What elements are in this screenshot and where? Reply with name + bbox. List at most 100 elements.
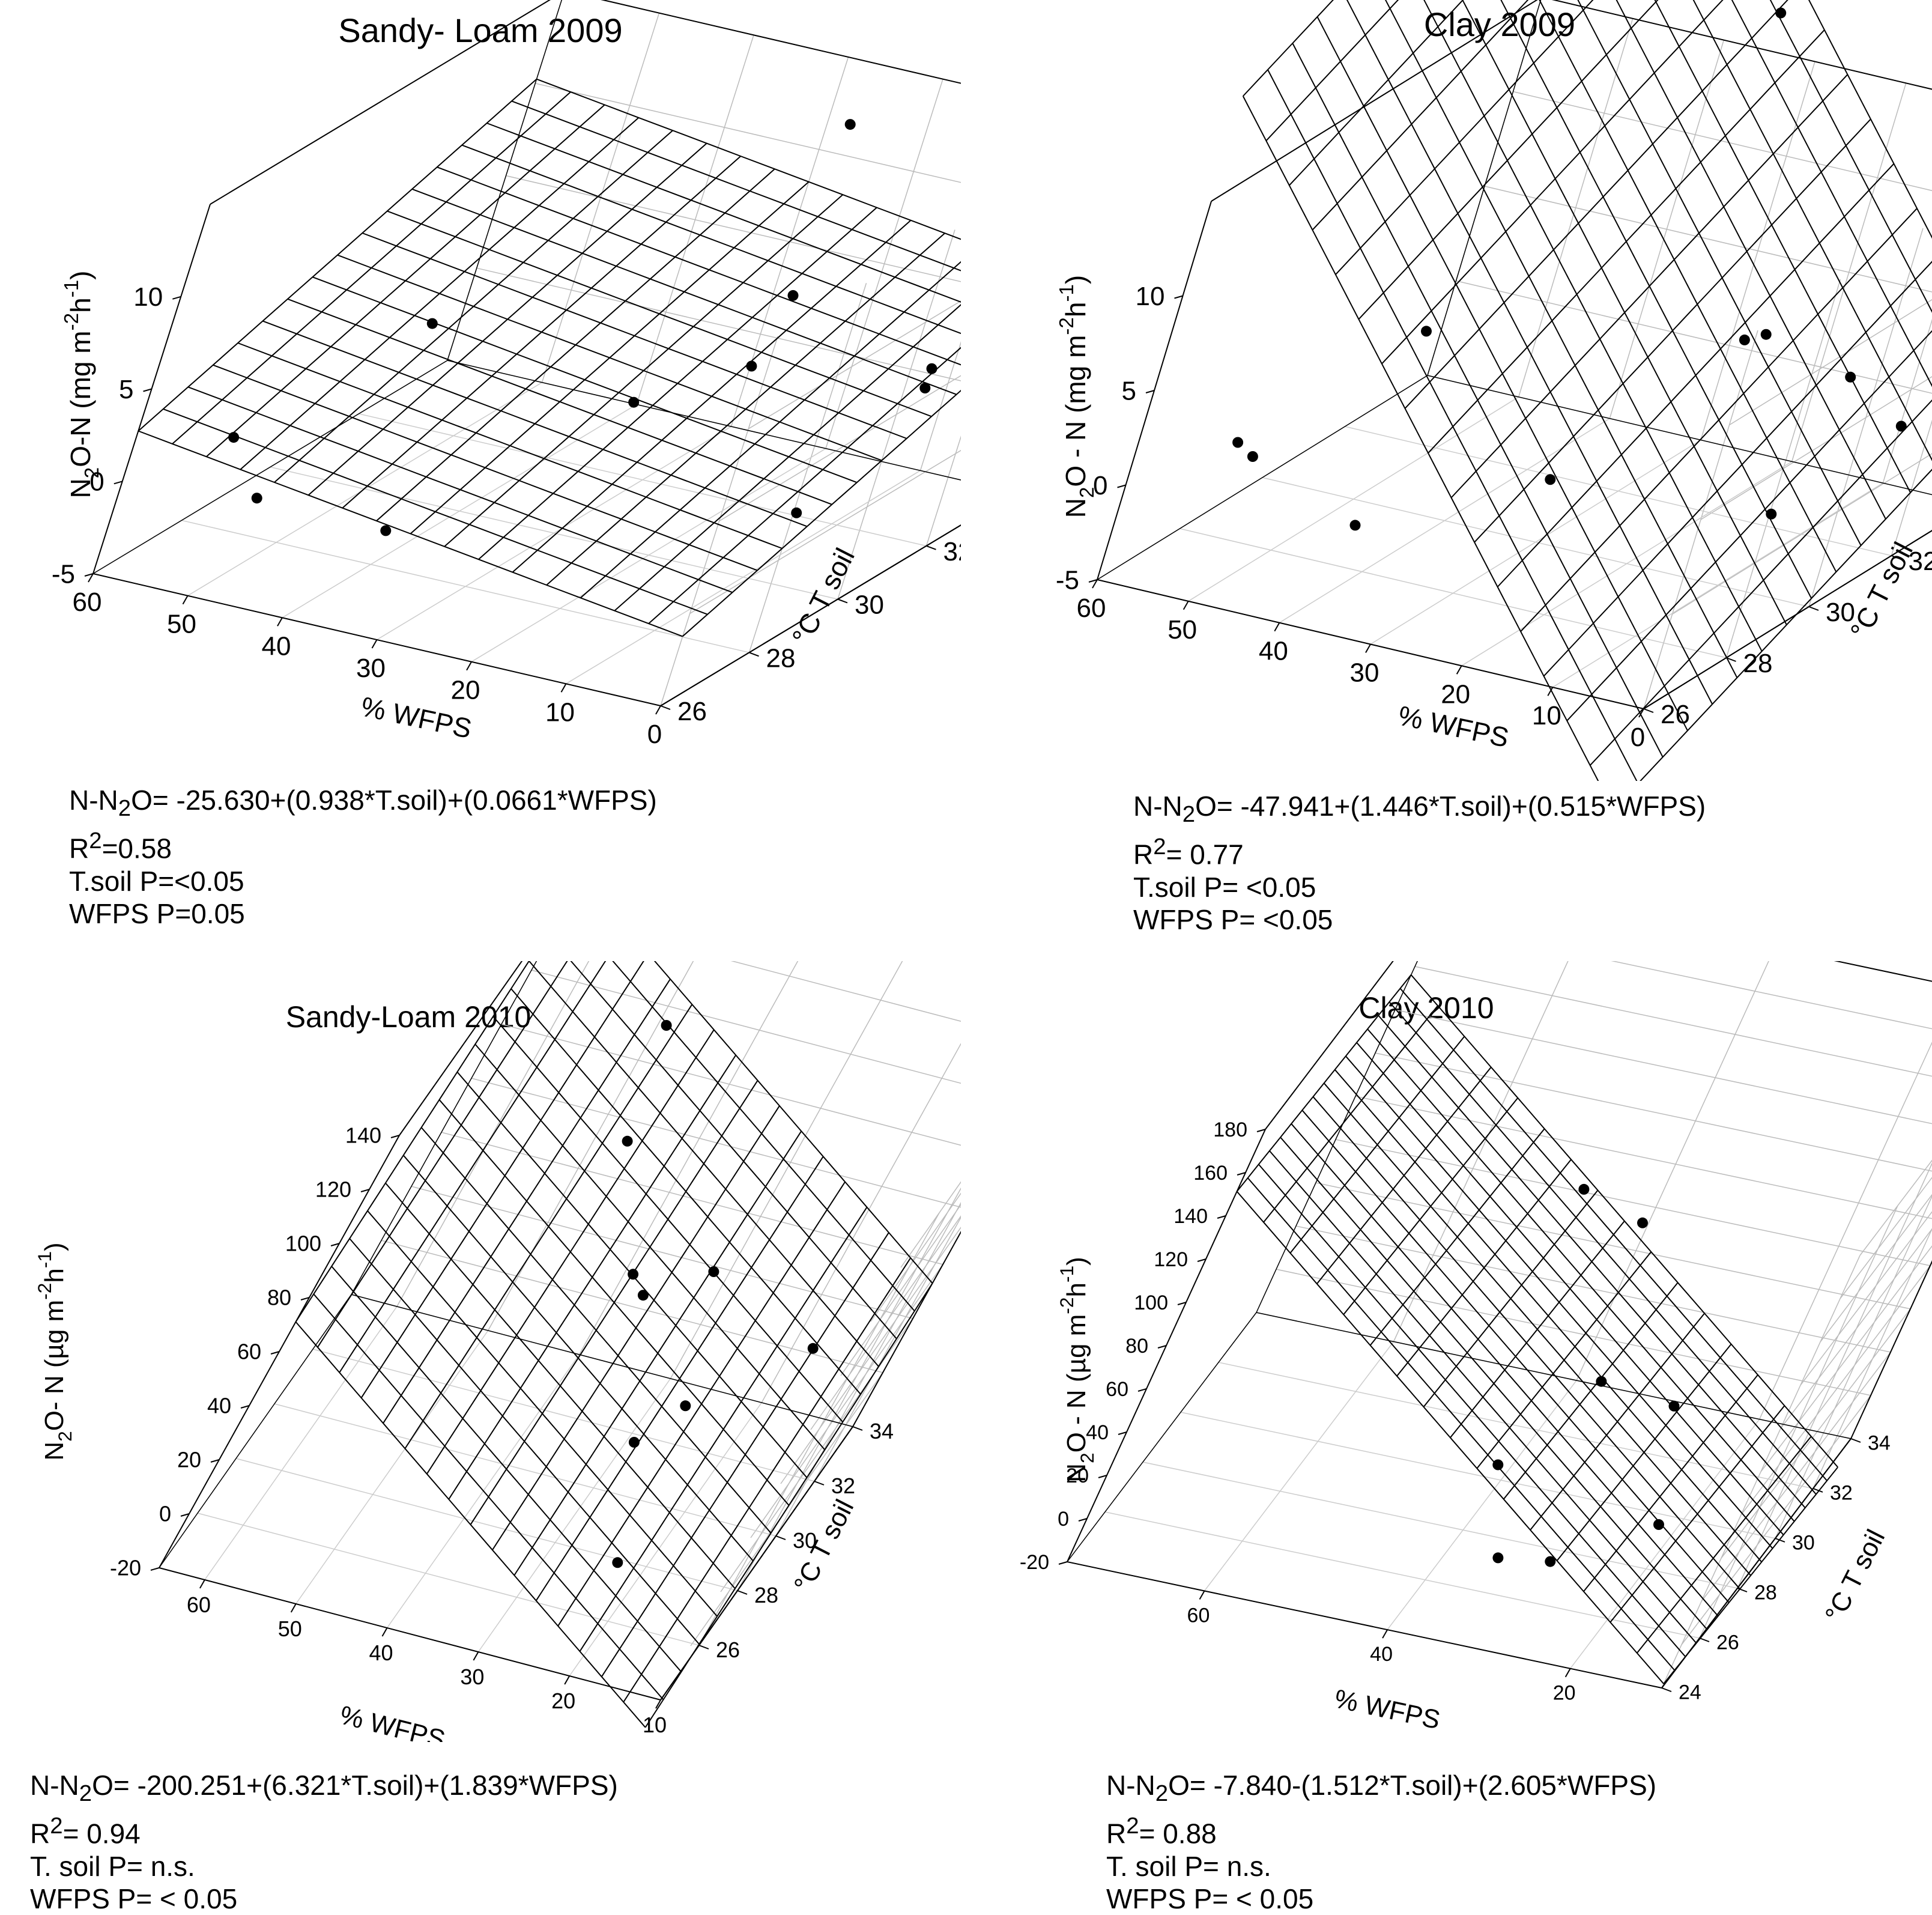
surface-mesh-line: [1441, 0, 1812, 598]
regression-stats: N-N2O= -47.941+(1.446*T.soil)+(0.515*WFP…: [1133, 790, 1706, 936]
y-tick-label: 28: [1754, 1582, 1777, 1604]
surface-mesh-line: [338, 255, 882, 461]
equation-line: N-N2O= -25.630+(0.938*T.soil)+(0.0661*WF…: [69, 784, 657, 825]
wfps-p-line: WFPS P= <0.05: [1133, 903, 1706, 936]
data-point: [1669, 1401, 1680, 1412]
z-tick: [1146, 390, 1154, 393]
x-tick-label: 20: [551, 1689, 575, 1713]
data-point: [1545, 1556, 1555, 1567]
data-point: [1350, 520, 1361, 530]
grid-line: [811, 1156, 961, 1430]
y-tick: [927, 546, 936, 550]
z-tick-label: 0: [1058, 1508, 1069, 1531]
z-tick-label: 180: [1213, 1118, 1247, 1141]
surface-mesh-line: [1411, 975, 1838, 1467]
surface-mesh-line: [1291, 1124, 1718, 1616]
data-point: [1739, 335, 1750, 345]
grid-line: [569, 1403, 762, 1676]
z-tick: [1118, 485, 1126, 488]
x-tick: [473, 1652, 478, 1660]
z-tick: [1175, 296, 1183, 299]
x-tick-label: 40: [262, 631, 291, 661]
x-axis-line: [159, 1568, 661, 1700]
frame-line: [592, 961, 961, 994]
surface-mesh-line: [368, 1211, 717, 1616]
y-tick-label: 24: [1679, 1681, 1701, 1704]
z-tick-label: 0: [159, 1502, 171, 1526]
frame-line: [1542, 0, 1932, 126]
r-squared-line: R2= 0.88: [1106, 1810, 1656, 1850]
y-tick: [776, 1536, 786, 1540]
frame-line: [447, 0, 565, 360]
x-tick-label: 50: [1167, 615, 1197, 645]
data-point: [1492, 1552, 1503, 1563]
data-point: [427, 318, 438, 329]
x-axis-label: % WFPS: [1332, 1684, 1443, 1735]
regression-surface: [1237, 975, 1838, 1684]
grid-line: [1395, 1010, 1932, 1136]
x-tick-label: 10: [1532, 701, 1561, 730]
surface-mesh-line: [493, 1016, 843, 1422]
grid-line: [841, 1102, 961, 1376]
surface-mesh-line: [188, 387, 732, 592]
y-tick-label: 32: [1830, 1482, 1853, 1505]
z-tick-label: -20: [110, 1556, 141, 1580]
grid-line: [296, 1331, 488, 1604]
grid-line: [506, 176, 961, 308]
grid-line: [1760, 987, 1932, 1419]
surface-mesh-line: [386, 1183, 735, 1589]
z-tick-label: 20: [177, 1448, 201, 1472]
z-tick-label: 120: [315, 1177, 351, 1202]
surface-mesh-line: [163, 409, 707, 615]
data-point: [228, 432, 239, 443]
surface-mesh-line: [1268, 70, 1638, 781]
grid-line: [205, 1307, 397, 1580]
z-tick-label: 10: [133, 282, 163, 312]
x-tick-label: 60: [1187, 1604, 1210, 1627]
z-tick-label: 5: [119, 375, 133, 404]
surface-mesh-line: [1313, 1097, 1740, 1589]
y-tick-label: 28: [754, 1583, 778, 1607]
data-point: [1421, 326, 1432, 336]
x-tick: [1366, 645, 1370, 653]
surface-mesh-line: [404, 1155, 753, 1561]
surface-mesh-line: [614, 259, 961, 611]
surface-mesh-line: [263, 321, 807, 526]
data-point: [791, 508, 802, 518]
chart-sandy-loam-2009: Sandy- Loam 2009 -5051060504030201002628…: [0, 0, 961, 781]
y-tick: [699, 1645, 709, 1649]
x-tick-label: 40: [369, 1640, 393, 1665]
tsoil-p-line: T.soil P=<0.05: [69, 865, 657, 897]
x-tick: [183, 596, 188, 604]
x-tick: [467, 662, 471, 670]
y-tick-label: 30: [1792, 1532, 1815, 1555]
y-tick: [1700, 1638, 1709, 1642]
frame-line: [1097, 375, 1428, 580]
surface-mesh-line: [387, 211, 931, 416]
x-tick: [656, 706, 661, 714]
z-tick-label: -5: [1056, 565, 1079, 595]
y-tick: [853, 1427, 862, 1430]
chart-sandy-loam-2010: Sandy-Loam 2010 -20020406080100120140605…: [0, 961, 961, 1742]
z-tick-label: 5: [1122, 376, 1136, 405]
regression-stats: N-N2O= -200.251+(6.321*T.soil)+(1.839*WF…: [30, 1769, 618, 1915]
data-point: [1596, 1376, 1606, 1387]
wfps-p-line: WFPS P=0.05: [69, 897, 657, 930]
data-point: [661, 1020, 672, 1031]
z-tick-label: 10: [1136, 282, 1165, 311]
grid-line: [447, 360, 961, 493]
x-tick-label: 10: [545, 697, 575, 727]
data-point: [1761, 329, 1772, 340]
z-tick-label: 80: [267, 1285, 291, 1310]
data-point: [708, 1266, 719, 1277]
data-point: [1578, 1184, 1589, 1195]
x-tick-label: 0: [1631, 723, 1645, 752]
surface-mesh-line: [313, 1294, 663, 1699]
surface-mesh-line: [1664, 1467, 1838, 1684]
data-point: [380, 525, 391, 536]
data-point: [1766, 509, 1776, 520]
z-tick-label: -5: [52, 559, 75, 589]
surface-mesh-line: [1335, 1070, 1762, 1562]
z-tick-label: 40: [207, 1394, 231, 1418]
